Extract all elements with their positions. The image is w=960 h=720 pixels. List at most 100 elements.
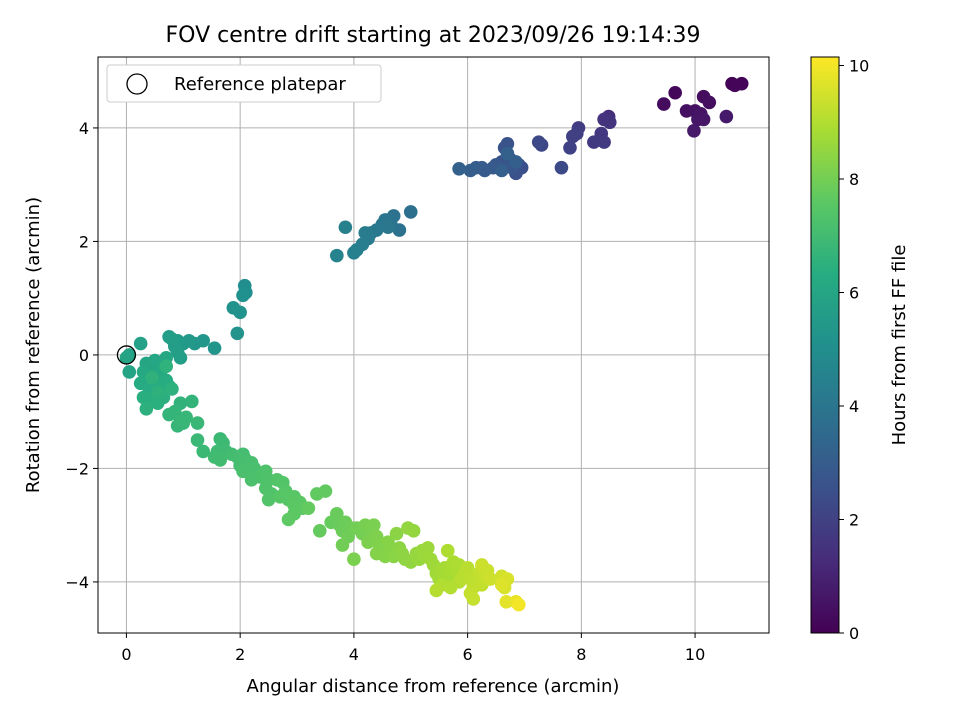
data-point (687, 123, 701, 138)
chart-title: FOV centre drift starting at 2023/09/26 … (166, 23, 701, 48)
data-point (165, 382, 179, 396)
data-point (190, 433, 205, 447)
data-point (230, 326, 245, 341)
data-point (466, 592, 481, 606)
x-tick-label: 0 (121, 645, 131, 664)
colorbar-tick-label: 10 (849, 57, 869, 76)
data-point (358, 226, 373, 240)
data-point (483, 572, 498, 586)
data-point (261, 492, 276, 507)
data-point (702, 95, 717, 110)
data-point (563, 140, 577, 155)
y-tick-label: −2 (65, 459, 89, 478)
data-point (338, 220, 353, 235)
data-point (330, 248, 344, 263)
colorbar-label: Hours from first FF file (889, 245, 910, 446)
data-point (145, 370, 159, 385)
data-point (657, 97, 671, 111)
data-point (509, 155, 523, 169)
data-point (421, 541, 435, 555)
y-tick-label: 2 (79, 232, 89, 251)
data-point (587, 135, 601, 149)
data-point (176, 416, 191, 430)
data-point (190, 416, 205, 430)
data-point (463, 163, 478, 178)
x-tick-label: 4 (349, 645, 359, 664)
data-point (139, 402, 154, 416)
data-point (403, 205, 418, 219)
data-point (335, 538, 350, 552)
data-point (668, 85, 682, 100)
data-point (602, 115, 617, 130)
x-tick-label: 6 (463, 645, 473, 664)
data-point (347, 552, 361, 567)
x-axis-label: Angular distance from reference (arcmin) (247, 676, 620, 697)
data-point (597, 135, 611, 149)
plot-area-frame (97, 56, 770, 634)
data-point (312, 524, 327, 538)
data-point (236, 464, 250, 479)
data-point (150, 385, 165, 399)
data-point (696, 112, 711, 127)
data-point (119, 350, 134, 365)
x-axis-ticks: 0 2 4 6 8 10 (121, 633, 705, 664)
data-point (159, 359, 174, 374)
data-point (728, 78, 742, 93)
reference-platepar-marker (116, 345, 137, 365)
data-point (719, 109, 734, 124)
data-point (500, 146, 515, 161)
data-point (531, 135, 546, 149)
y-tick-label: −4 (65, 573, 89, 592)
legend-marker-icon (126, 73, 148, 95)
data-point (347, 245, 361, 260)
data-point (207, 341, 222, 355)
y-axis-ticks: −4 −2 0 2 4 (65, 119, 98, 592)
data-point (460, 560, 475, 575)
data-point (429, 583, 444, 598)
data-point (475, 558, 489, 572)
data-point (133, 336, 148, 351)
data-point (500, 137, 515, 151)
y-tick-label: 0 (79, 346, 89, 365)
data-point (165, 332, 179, 346)
colorbar-tick-label: 6 (849, 284, 859, 303)
data-point (233, 305, 247, 320)
data-point (281, 512, 296, 527)
data-point (499, 594, 514, 609)
colorbar-tick-label: 2 (849, 511, 859, 530)
legend-box (106, 64, 382, 103)
data-point (173, 350, 188, 365)
data-point (452, 161, 466, 176)
data-point (213, 453, 228, 467)
data-point (318, 484, 333, 498)
x-tick-label: 2 (235, 645, 245, 664)
data-point (236, 288, 250, 303)
colorbar-tick-label: 4 (849, 397, 859, 416)
data-point (122, 365, 137, 379)
x-tick-label: 8 (576, 645, 586, 664)
colorbar-ticks: 0 2 4 6 8 10 (839, 57, 869, 643)
data-point (301, 501, 316, 515)
legend-label: Reference platepar (174, 74, 346, 95)
data-point (196, 444, 210, 459)
data-point (406, 524, 421, 538)
data-point (566, 129, 580, 144)
y-axis-label: Rotation from reference (arcmin) (23, 197, 44, 493)
data-point (494, 577, 509, 592)
colorbar-tick-label: 0 (849, 624, 859, 643)
data-point (330, 507, 344, 521)
data-point (366, 518, 381, 532)
grid-lines (98, 57, 769, 633)
data-point (185, 394, 199, 409)
data-point (554, 160, 569, 175)
scatter-points (119, 76, 749, 612)
data-point (511, 597, 526, 612)
colorbar (810, 56, 840, 634)
colorbar-tick-label: 8 (849, 170, 859, 189)
data-point (440, 543, 455, 558)
data-point (381, 220, 395, 235)
data-point (494, 163, 509, 178)
x-tick-label: 10 (685, 645, 705, 664)
data-point (389, 526, 404, 541)
